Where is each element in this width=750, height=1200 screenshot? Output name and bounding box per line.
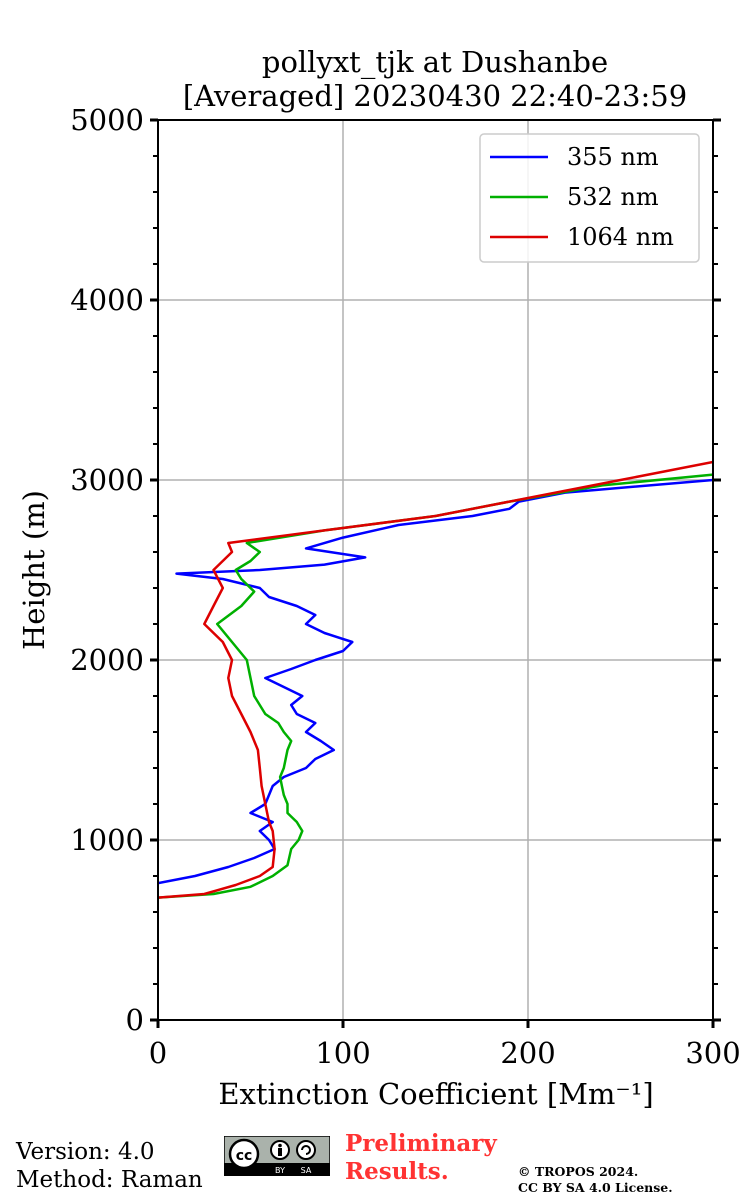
y-tick-label: 3000 bbox=[70, 463, 144, 497]
x-tick-label: 100 bbox=[315, 1036, 370, 1070]
y-tick-label: 2000 bbox=[70, 643, 144, 677]
y-tick-label: 4000 bbox=[70, 283, 144, 317]
preliminary-line2: Results. bbox=[345, 1158, 449, 1185]
series-line-355-nm bbox=[158, 478, 713, 885]
x-tick-label: 0 bbox=[149, 1036, 167, 1070]
copyright-notice: © TROPOS 2024. CC BY SA 4.0 License. bbox=[518, 1164, 673, 1196]
series-line-1064-nm bbox=[158, 460, 713, 899]
y-tick-label: 0 bbox=[126, 1003, 144, 1037]
x-axis-label: Extinction Coefficient [Mm⁻¹] bbox=[218, 1077, 653, 1111]
series-line-532-nm bbox=[158, 473, 713, 899]
cc-icon: cc bbox=[236, 1148, 253, 1164]
legend: 355 nm 532 nm 1064 nm bbox=[479, 133, 700, 263]
sa-icon bbox=[296, 1140, 316, 1160]
footer-info: Version: 4.0 Method: Raman bbox=[16, 1138, 203, 1194]
by-label: BY bbox=[275, 1166, 285, 1175]
preliminary-line1: Preliminary bbox=[345, 1130, 497, 1157]
x-tick-label: 300 bbox=[685, 1036, 740, 1070]
extinction-chart: pollyxt_tjk at Dushanbe [Averaged] 20230… bbox=[17, 45, 741, 1111]
tick-labels: 0 1000 2000 3000 4000 5000 0 100 200 300 bbox=[70, 103, 740, 1070]
y-axis-label: Height (m) bbox=[17, 490, 51, 650]
axes bbox=[157, 119, 714, 1021]
legend-label: 355 nm bbox=[567, 143, 659, 171]
tick-marks bbox=[150, 118, 721, 1028]
plot-frame bbox=[157, 119, 714, 1021]
chart-title: pollyxt_tjk at Dushanbe bbox=[262, 45, 608, 80]
legend-box bbox=[479, 133, 700, 263]
copyright-line2: CC BY SA 4.0 License. bbox=[518, 1180, 673, 1195]
method-text: Method: Raman bbox=[16, 1167, 203, 1193]
copyright-line1: © TROPOS 2024. bbox=[518, 1164, 639, 1179]
sa-label: SA bbox=[301, 1166, 312, 1175]
version-text: Version: 4.0 bbox=[16, 1139, 155, 1165]
chart-subtitle: [Averaged] 20230430 22:40-23:59 bbox=[183, 79, 687, 113]
series-lines bbox=[158, 460, 713, 899]
y-tick-label: 5000 bbox=[70, 103, 144, 137]
x-tick-label: 200 bbox=[500, 1036, 555, 1070]
preliminary-notice: Preliminary Results. bbox=[345, 1130, 497, 1186]
cc-license-badge: cc BY SA bbox=[224, 1136, 330, 1176]
y-tick-label: 1000 bbox=[70, 823, 144, 857]
legend-label: 532 nm bbox=[567, 183, 659, 211]
legend-label: 1064 nm bbox=[567, 223, 674, 251]
